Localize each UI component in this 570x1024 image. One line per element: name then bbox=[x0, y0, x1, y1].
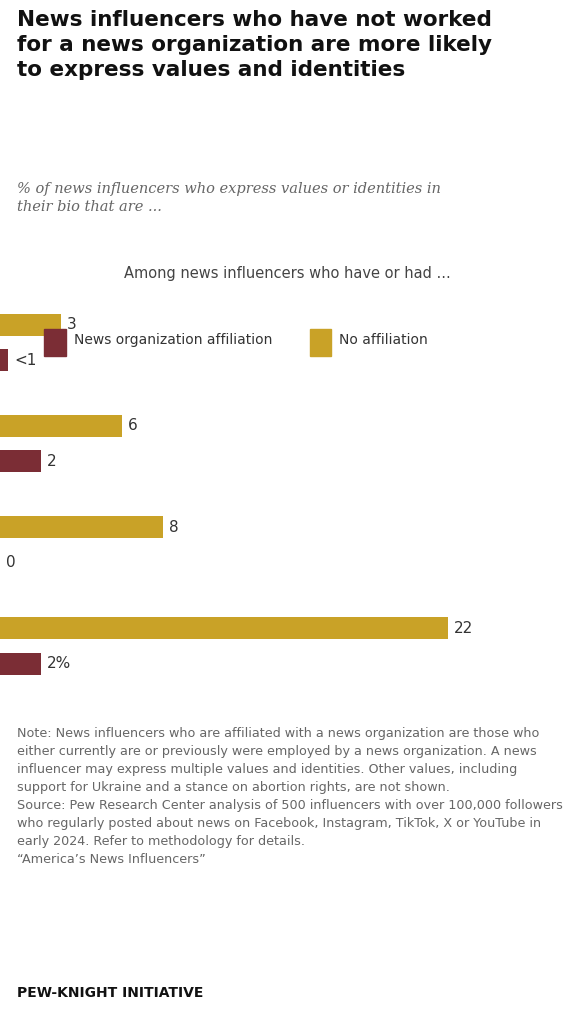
Text: 3: 3 bbox=[67, 317, 77, 332]
Text: 8: 8 bbox=[169, 519, 178, 535]
Text: News organization affiliation: News organization affiliation bbox=[74, 333, 272, 347]
Bar bbox=[0, 349, 8, 372]
Bar bbox=[0, 451, 40, 472]
Text: No affiliation: No affiliation bbox=[339, 333, 428, 347]
Text: 0: 0 bbox=[6, 555, 16, 570]
Text: 6: 6 bbox=[128, 419, 138, 433]
FancyBboxPatch shape bbox=[310, 329, 331, 356]
Text: Among news influencers who have or had ...: Among news influencers who have or had .… bbox=[124, 266, 451, 282]
Text: 2: 2 bbox=[47, 454, 56, 469]
Bar bbox=[0, 313, 61, 336]
FancyBboxPatch shape bbox=[44, 329, 66, 356]
Bar bbox=[0, 516, 163, 539]
Bar bbox=[0, 415, 122, 437]
Text: News influencers who have not worked
for a news organization are more likely
to : News influencers who have not worked for… bbox=[17, 10, 492, 80]
Text: PEW-KNIGHT INITIATIVE: PEW-KNIGHT INITIATIVE bbox=[17, 986, 203, 1000]
Bar bbox=[0, 652, 40, 675]
Text: <1: <1 bbox=[14, 352, 36, 368]
Bar bbox=[0, 617, 448, 639]
Text: % of news influencers who express values or identities in
their bio that are ...: % of news influencers who express values… bbox=[17, 181, 441, 214]
Text: 22: 22 bbox=[454, 621, 473, 636]
Text: 2%: 2% bbox=[47, 656, 71, 671]
Text: Note: News influencers who are affiliated with a news organization are those who: Note: News influencers who are affiliate… bbox=[17, 727, 563, 866]
